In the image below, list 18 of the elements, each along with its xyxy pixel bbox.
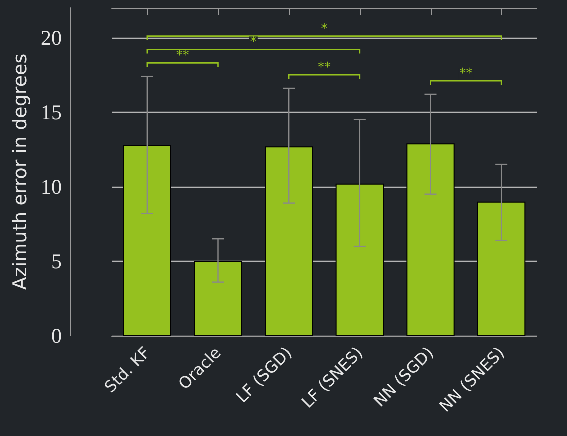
- bar: [123, 145, 172, 336]
- y-tick-label: 5: [52, 249, 62, 274]
- bar: [194, 261, 242, 336]
- annotation: **: [460, 66, 474, 82]
- y-tick-label: 10: [41, 174, 62, 199]
- y-axis-title: Azimuth error in degrees: [10, 54, 32, 290]
- bar: [265, 146, 314, 336]
- annotation: *: [250, 35, 258, 50]
- bar: [336, 184, 384, 336]
- annotation: *: [321, 22, 328, 37]
- annotation: **: [318, 60, 332, 76]
- y-tick-label: 15: [41, 100, 62, 124]
- annotation: **: [176, 48, 190, 64]
- bar: [406, 144, 455, 336]
- y-tick-label: 0: [52, 324, 62, 348]
- y-tick-label: 20: [41, 26, 62, 50]
- x-tick-label: Std. KF: [100, 343, 154, 397]
- bar: [478, 202, 526, 336]
